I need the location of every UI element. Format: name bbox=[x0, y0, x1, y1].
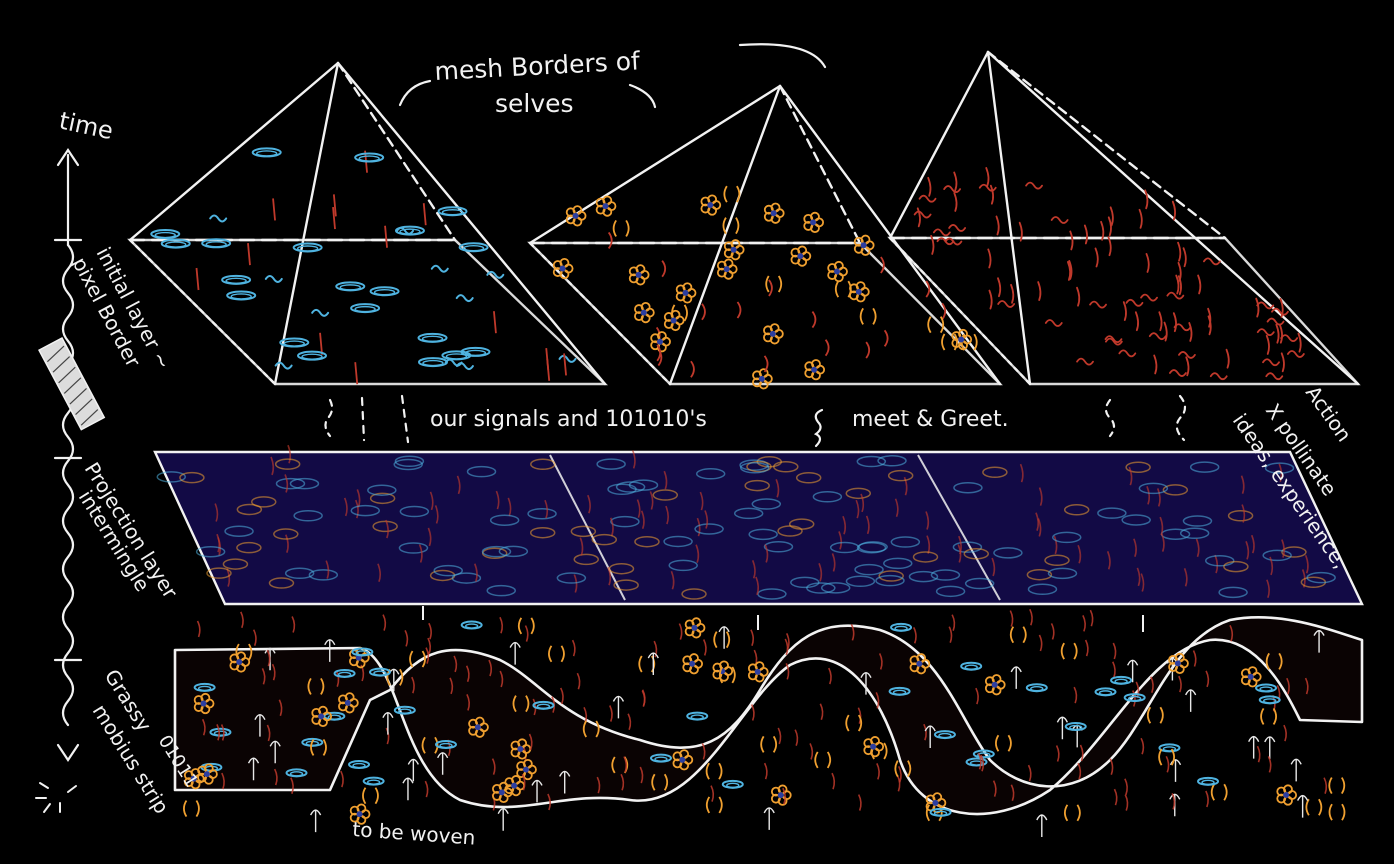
mesh-borders-label-2: selves bbox=[495, 89, 574, 118]
pyramid-red-pattern bbox=[913, 167, 1305, 381]
mesh-border-brackets bbox=[398, 43, 827, 109]
pyramids-layer bbox=[127, 50, 1361, 390]
mobius-strip bbox=[173, 608, 1364, 837]
pyramid-orange-pattern bbox=[552, 185, 978, 390]
projection-layer bbox=[153, 444, 1364, 632]
pyramid-orange bbox=[527, 84, 1003, 386]
pyramid-blue-pattern bbox=[150, 147, 577, 385]
signals-label: our signals and 101010's bbox=[430, 407, 707, 432]
meet-greet-label: meet & Greet. bbox=[852, 407, 1009, 432]
projection-pattern bbox=[156, 444, 1336, 600]
sparkle-icon bbox=[35, 782, 77, 813]
pixel-border-swatch bbox=[38, 336, 106, 431]
signal-connectors bbox=[324, 394, 1187, 448]
time-axis bbox=[53, 148, 83, 762]
mobius-pattern bbox=[183, 608, 1346, 837]
pyramid-red bbox=[887, 50, 1361, 386]
pyramid-blue bbox=[127, 61, 608, 386]
